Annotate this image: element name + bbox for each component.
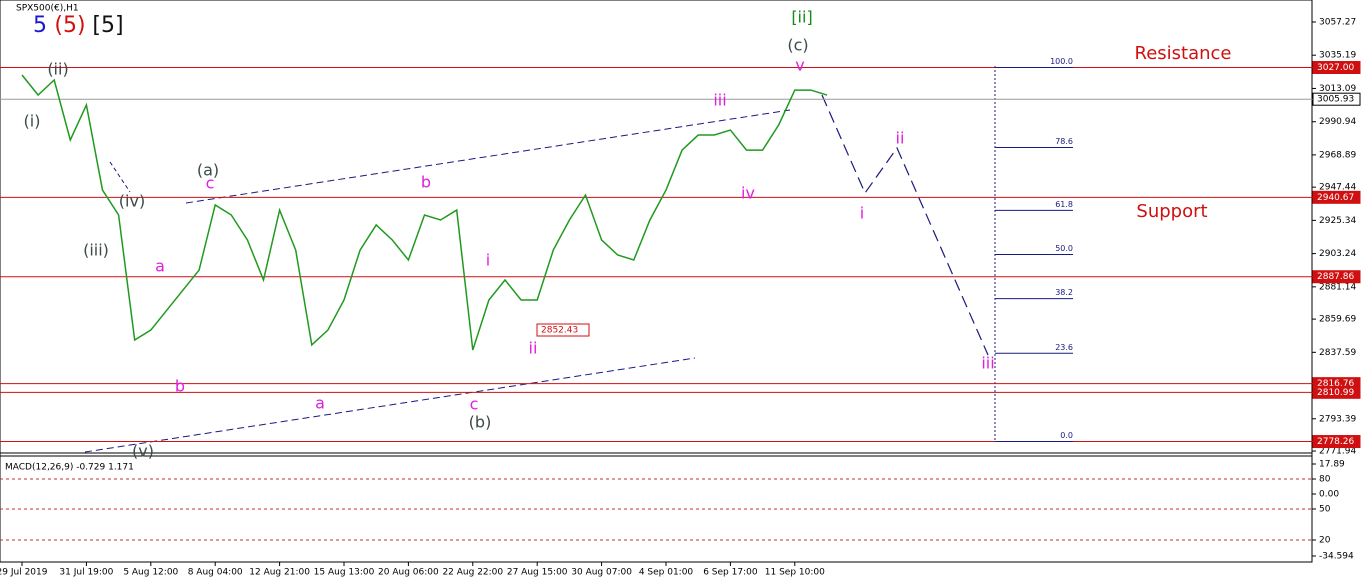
y-tick-label: 2968.89: [1319, 150, 1356, 160]
wave-label: b: [175, 377, 185, 396]
y-tick-label: 2793.39: [1319, 414, 1356, 424]
plot-frame: [0, 0, 1313, 563]
wave-label: iii: [713, 91, 726, 110]
y-tick-label: 3057.27: [1319, 17, 1356, 27]
symbol: SPX500(€),H1: [16, 4, 79, 14]
fib-label: 50.0: [1055, 244, 1073, 253]
price-level-box: [1312, 270, 1361, 284]
price-line: [21, 74, 828, 351]
x-tick-label: 30 Aug 07:00: [571, 568, 632, 578]
zone-label: Resistance: [1135, 43, 1232, 64]
macd-tick-label: 80: [1319, 475, 1331, 485]
x-tick-label: 12 Aug 21:00: [249, 568, 310, 578]
low-label: 2852.43: [541, 326, 578, 336]
wave-label: b: [421, 173, 431, 192]
y-tick-label: 3013.09: [1319, 84, 1356, 94]
fib-label: 0.0: [1060, 431, 1073, 440]
fib-label: 61.8: [1055, 200, 1073, 209]
wave-label: (b): [469, 413, 492, 432]
projection: [821, 94, 989, 356]
y-tick-label: 2947.44: [1319, 183, 1356, 193]
x-tick-label: 5 Aug 12:00: [123, 568, 178, 578]
wave-label: c: [206, 174, 215, 193]
price-level-box: [1312, 385, 1361, 399]
macd-tick-label: 0.00: [1319, 490, 1339, 500]
wave-label: (v): [132, 442, 154, 461]
x-tick-label: 22 Aug 22:00: [442, 568, 503, 578]
wave-label: (a): [197, 161, 219, 180]
wave-label: v: [795, 56, 804, 75]
wave-label: (c): [787, 36, 808, 55]
y-tick-label: 2925.34: [1319, 216, 1356, 226]
y-tick-label: 2859.69: [1319, 315, 1356, 325]
x-tick-label: 6 Sep 17:00: [703, 568, 758, 578]
fib-label: 100.0: [1050, 57, 1073, 66]
price-level-box: [1312, 435, 1361, 449]
price-level-label: 3027.00: [1317, 63, 1354, 73]
x-tick-label: 20 Aug 06:00: [378, 568, 439, 578]
price-level-label: 2816.76: [1317, 379, 1354, 389]
y-tick-label: 2837.59: [1319, 348, 1356, 358]
x-tick-label: 8 Aug 04:00: [188, 568, 243, 578]
y-tick-label: 2881.14: [1319, 282, 1356, 292]
x-tick-label: 31 Jul 19:00: [59, 568, 113, 578]
x-tick-label: 27 Aug 15:00: [507, 568, 568, 578]
price-level-label: 2810.99: [1317, 388, 1354, 398]
x-tick-label: 15 Aug 13:00: [314, 568, 375, 578]
y-tick-label: 3035.19: [1319, 51, 1356, 61]
wave-label: (ii): [47, 60, 68, 79]
wave-degree: (5): [54, 13, 85, 38]
wave-label: [ii]: [791, 8, 812, 27]
zone-label: Support: [1136, 201, 1207, 222]
wave-degree: [5]: [92, 13, 123, 38]
wave-label: c: [470, 395, 479, 414]
wave-label: ii: [529, 339, 538, 358]
wave-label: (iv): [119, 192, 145, 211]
wave-label: iii: [981, 354, 994, 373]
price-level-label: 3005.93: [1317, 95, 1354, 105]
wave-label: (iii): [83, 241, 109, 260]
x-tick-label: 4 Sep 01:00: [639, 568, 694, 578]
price-level-box: [1312, 190, 1361, 204]
wave-degree: 5: [33, 13, 47, 38]
macd-tick-label: -34.594: [1319, 552, 1354, 562]
price-level-label: 2940.67: [1317, 193, 1354, 203]
macd-tick-label: 50: [1319, 505, 1331, 515]
wave-label: (i): [24, 112, 41, 131]
wave-label: ii: [896, 129, 905, 148]
price-level-box: [1312, 92, 1361, 106]
price-level-box: [1312, 61, 1361, 75]
fib-label: 23.6: [1055, 343, 1073, 352]
wave-label: i: [486, 251, 490, 270]
wave-label: a: [155, 257, 165, 276]
x-tick-label: 29 Jul 2019: [0, 568, 48, 578]
y-tick-label: 2903.24: [1319, 249, 1356, 259]
wave-label: a: [315, 394, 325, 413]
y-tick-label: 2771.94: [1319, 447, 1356, 457]
x-tick-label: 11 Sep 10:00: [765, 568, 825, 578]
fib-label: 38.2: [1055, 288, 1073, 297]
macd-tick-label: 20: [1319, 536, 1331, 546]
macd-label: MACD(12,26,9) -0.729 1.171: [5, 463, 134, 473]
trend-line: [109, 161, 131, 193]
fib-label: 78.6: [1055, 137, 1073, 146]
low-box: [536, 323, 590, 337]
price-level-label: 2778.26: [1317, 437, 1354, 447]
wave-label: i: [860, 204, 864, 223]
trend-line: [185, 109, 791, 204]
trend-line: [84, 357, 696, 453]
macd-tick-label: 17.89: [1319, 460, 1345, 470]
y-tick-label: 2990.94: [1319, 117, 1356, 127]
wave-label: iv: [741, 184, 755, 203]
price-level-label: 2887.86: [1317, 272, 1354, 282]
